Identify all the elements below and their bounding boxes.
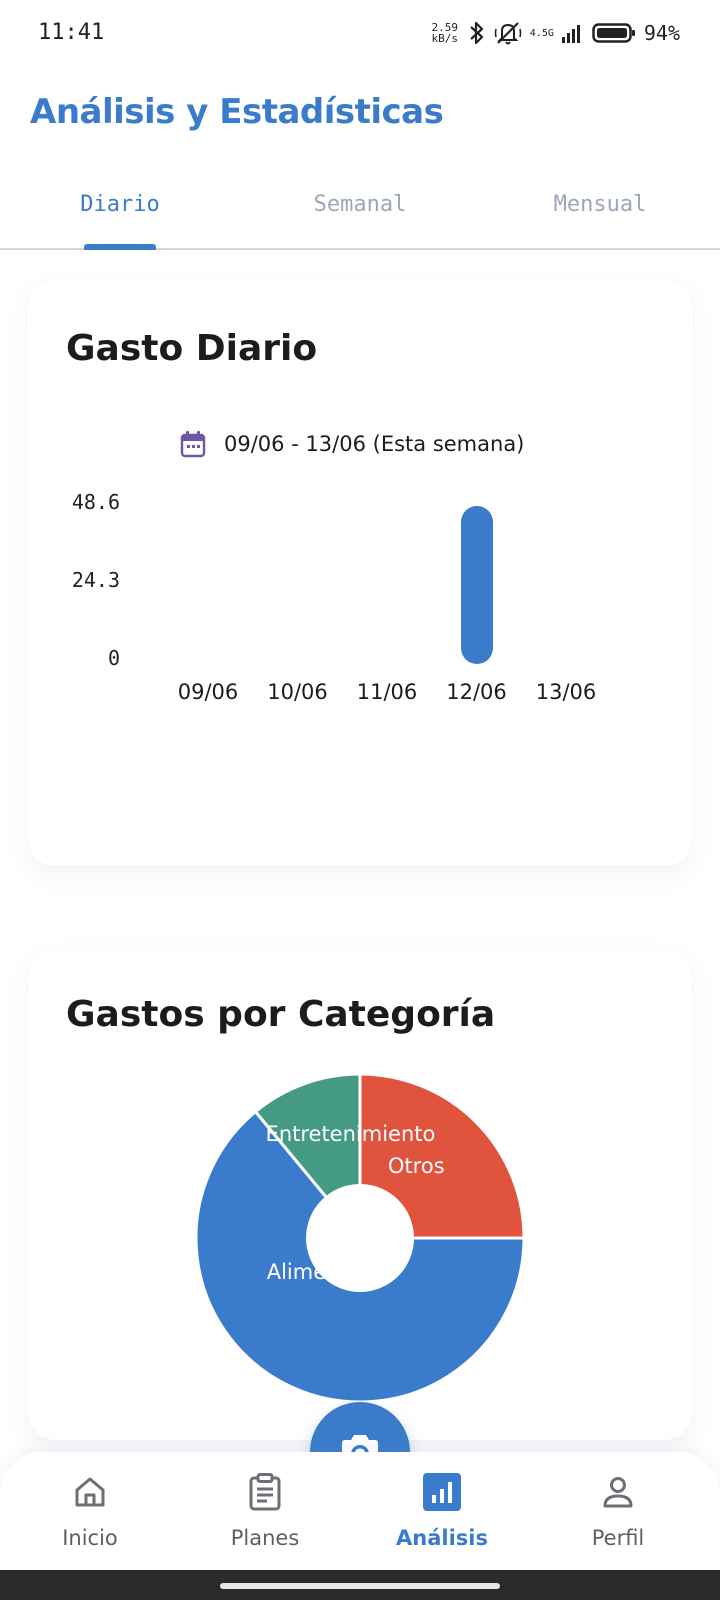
signal-icon bbox=[562, 23, 584, 43]
nav-perfil[interactable]: Perfil bbox=[528, 1452, 708, 1570]
pie-label-otros: Otros bbox=[388, 1154, 445, 1178]
x-axis-label: 13/06 bbox=[521, 680, 611, 704]
home-indicator[interactable] bbox=[220, 1583, 500, 1589]
x-axis-label: 12/06 bbox=[432, 680, 522, 704]
x-axis-label: 10/06 bbox=[253, 680, 343, 704]
bar-12-06[interactable] bbox=[461, 506, 493, 664]
tab-mensual[interactable]: Mensual bbox=[480, 178, 720, 248]
person-icon bbox=[600, 1474, 636, 1510]
category-card: Gastos por Categoría Alimentos Entretenim… bbox=[28, 948, 692, 1440]
y-axis-tick: 24.3 bbox=[40, 568, 120, 592]
x-axis-label: 09/06 bbox=[163, 680, 253, 704]
daily-spending-card: Gasto Diario 09/06 - 13/06 (Esta semana)… bbox=[28, 280, 692, 866]
status-icons: 2.59 kB/s 4.5G 94% bbox=[430, 18, 680, 48]
pie-label-alimentos: Alimentos bbox=[267, 1260, 372, 1284]
nav-planes[interactable]: Planes bbox=[175, 1452, 355, 1570]
x-axis-label: 11/06 bbox=[342, 680, 432, 704]
nav-label-perfil: Perfil bbox=[592, 1526, 645, 1550]
network-type: 4.5G bbox=[530, 28, 554, 39]
active-tab-indicator bbox=[84, 244, 156, 250]
clipboard-icon bbox=[248, 1473, 282, 1511]
y-axis-tick: 48.6 bbox=[40, 490, 120, 514]
pie-label-entretenimiento: Entretenimiento bbox=[266, 1122, 436, 1146]
bar-chart-icon bbox=[423, 1473, 461, 1511]
y-axis-tick: 0 bbox=[40, 646, 120, 670]
period-tabs: Diario Semanal Mensual bbox=[0, 178, 720, 250]
daily-bar-chart: 48.6 24.3 0 09/06 10/06 11/06 12/06 13/06 bbox=[28, 280, 692, 866]
battery-percentage: 94% bbox=[644, 21, 680, 45]
nav-analisis[interactable]: Análisis bbox=[352, 1452, 532, 1570]
nav-label-planes: Planes bbox=[231, 1526, 300, 1550]
status-bar: 11:41 2.59 kB/s 4.5G 94% bbox=[0, 0, 720, 70]
mute-bell-icon bbox=[494, 20, 522, 46]
battery-icon bbox=[592, 22, 636, 44]
page-title: Análisis y Estadísticas bbox=[30, 92, 443, 132]
system-navigation-bar bbox=[0, 1570, 720, 1600]
nav-inicio[interactable]: Inicio bbox=[0, 1452, 180, 1570]
bottom-navigation: Inicio Planes Análisis bbox=[0, 1452, 720, 1570]
bluetooth-icon bbox=[468, 21, 486, 45]
network-speed: 2.59 kB/s bbox=[430, 22, 460, 44]
status-time: 11:41 bbox=[38, 20, 104, 45]
tab-diario[interactable]: Diario bbox=[0, 178, 240, 248]
pie-labels: Alimentos Entretenimiento Otros bbox=[192, 1070, 528, 1406]
nav-label-analisis: Análisis bbox=[396, 1526, 488, 1550]
tab-semanal[interactable]: Semanal bbox=[240, 178, 480, 248]
nav-label-inicio: Inicio bbox=[62, 1526, 118, 1550]
home-icon bbox=[72, 1474, 108, 1510]
category-title: Gastos por Categoría bbox=[66, 994, 495, 1035]
